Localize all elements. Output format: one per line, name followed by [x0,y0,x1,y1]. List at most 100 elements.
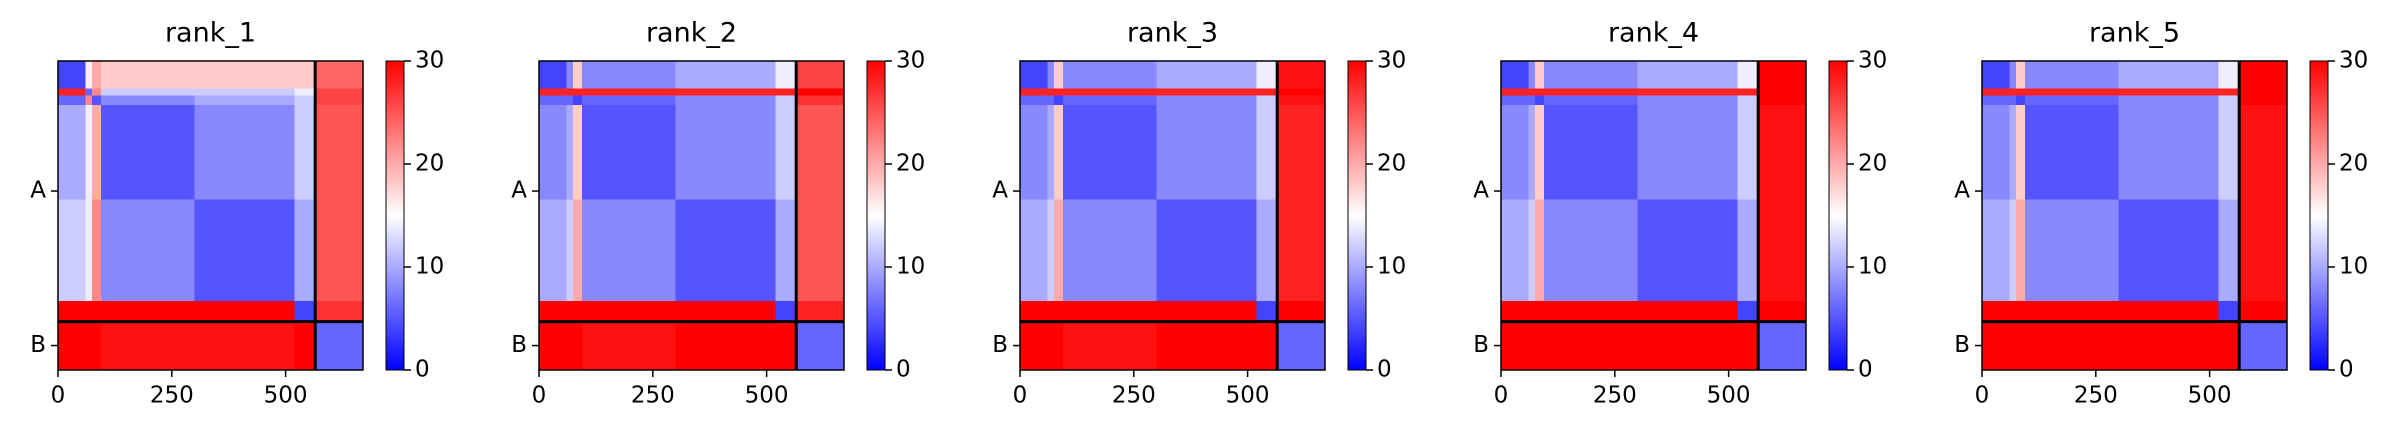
colorbar-tick-label: 20 [2339,151,2368,177]
heatmap-cell [194,88,296,97]
heatmap-cell [1637,88,1739,97]
panel-title: rank_3 [1127,18,1218,49]
heatmap-cell [1737,199,1759,302]
heatmap-cell [1256,199,1278,302]
heatmap-cell [1982,321,2010,371]
panel-title: rank_4 [1608,18,1699,49]
heatmap-cell [2118,61,2220,90]
y-tick-label: B [1954,332,1970,358]
heatmap-cell [2016,95,2026,106]
heatmap-cell [1156,104,1258,200]
heatmap-cell [566,104,574,200]
heatmap-cell [315,95,364,106]
heatmap-cell [2009,300,2017,323]
heatmap-cell [2009,104,2017,200]
heatmap-cell [1737,104,1759,200]
y-tick-label: A [30,178,46,204]
heatmap-cell [1277,104,1326,200]
heatmap-cell [194,95,296,106]
heatmap-cell [85,88,93,97]
colorbar-tick-label: 30 [1858,48,1887,74]
heatmap-cell [2016,88,2026,97]
heatmap-cell [101,199,196,302]
plot-frame [538,60,845,371]
y-tick-label: B [1473,332,1489,358]
heatmap-cell [315,321,364,371]
heatmap-cell [2239,300,2288,323]
heatmap-cell [2218,300,2240,323]
colorbar-tick-label: 10 [1377,254,1406,280]
x-tick-label: 0 [1013,383,1028,409]
y-tick-label: A [511,178,527,204]
heatmap-cell [2025,104,2120,200]
heatmap-cell [1020,300,1048,323]
heatmap-cell [675,199,777,302]
heatmap-cell [2016,104,2026,200]
heatmap-cell [2218,321,2240,371]
heatmap-cell [294,61,316,90]
heatmap-cell [1256,300,1278,323]
heatmap-cell [2218,104,2240,200]
heatmap-cell [1277,300,1326,323]
x-tick-label: 250 [1112,383,1156,409]
heatmap-cell [675,321,777,371]
heatmap-cell [796,61,845,90]
heatmap-cell [1047,300,1055,323]
heatmap-cell [2118,321,2220,371]
heatmap-cell [1501,61,1529,90]
heatmap-cell [101,300,196,323]
heatmap-cell [582,104,677,200]
heatmap-cell [1063,199,1158,302]
heatmap-cell [573,199,583,302]
heatmap-cell [2016,300,2026,323]
heatmap-cell [2025,199,2120,302]
heatmap-cell [85,321,93,371]
y-tick-label: A [1954,178,1970,204]
heatmap-cell [294,199,316,302]
heatmap-cell [675,104,777,200]
heatmap-cell [1528,88,1536,97]
heatmap-cell [1535,61,1545,90]
panel-title: rank_1 [165,18,256,49]
heatmap-cell [2239,61,2288,90]
colorbar-tick-label: 30 [415,48,444,74]
heatmap-cell [85,61,93,90]
heatmap-cell [194,321,296,371]
heatmap-cell [1256,88,1278,97]
plot-frame [1981,60,2288,371]
heatmap-cell [1637,199,1739,302]
heatmap-cell [294,88,316,97]
y-tick-label: B [511,332,527,358]
x-tick-label: 0 [51,383,66,409]
heatmap-cell [1020,321,1048,371]
heatmap-cell [1156,61,1258,90]
x-tick-label: 0 [1975,383,1990,409]
heatmap-cell [2025,88,2120,97]
heatmap-cell [1277,61,1326,90]
heatmap-cell [2025,61,2120,90]
colorbar-tick-label: 30 [2339,48,2368,74]
heatmap-cell [1535,104,1545,200]
heatmap-cell [315,88,364,97]
heatmap-cell [101,88,196,97]
heatmap-cell [2009,199,2017,302]
heatmap-cell [1047,61,1055,90]
colorbar-tick-label: 0 [415,357,430,383]
heatmap-cell [1063,104,1158,200]
heatmap-cell [539,88,567,97]
heatmap-cell [58,321,86,371]
x-tick-label: 500 [1226,383,1270,409]
heatmap-cell [194,199,296,302]
heatmap-cell [1528,199,1536,302]
heatmap-cell [1501,321,1529,371]
heatmap-cell [1501,199,1529,302]
heatmap-cell [92,88,102,97]
heatmap-cell [1047,321,1055,371]
heatmap-cell [1535,199,1545,302]
heatmap-cell [573,88,583,97]
heatmap-cell [775,199,797,302]
heatmap-cell [1063,321,1158,371]
heatmap-cell [675,61,777,90]
heatmap-cell [1758,321,1807,371]
heatmap-cell [101,61,196,90]
